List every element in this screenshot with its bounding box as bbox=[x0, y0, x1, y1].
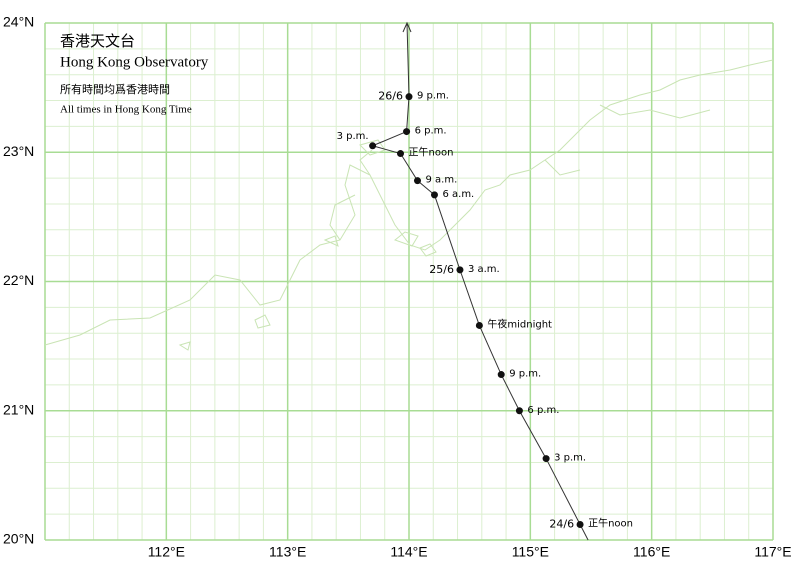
track-point bbox=[542, 455, 550, 463]
date-label: 25/6 bbox=[429, 263, 454, 276]
time-label: 6 p.m. bbox=[527, 405, 559, 416]
track-point bbox=[430, 191, 438, 199]
time-label: 3 p.m. bbox=[554, 453, 586, 464]
time-label: 正午noon bbox=[588, 516, 633, 529]
track-point bbox=[497, 371, 505, 379]
time-label: 午夜midnight bbox=[487, 317, 552, 330]
x-tick-label: 112°E bbox=[148, 544, 185, 560]
coastline bbox=[44, 59, 774, 346]
track-point bbox=[405, 93, 413, 101]
time-label: 9 p.m. bbox=[417, 91, 449, 102]
time-label: 9 a.m. bbox=[425, 175, 457, 186]
x-tick-label: 114°E bbox=[390, 544, 427, 560]
track-point bbox=[515, 407, 523, 415]
island bbox=[178, 139, 437, 351]
time-label: 6 a.m. bbox=[442, 189, 474, 200]
track-point bbox=[456, 266, 464, 274]
track-point bbox=[413, 177, 421, 185]
grid bbox=[44, 22, 774, 541]
time-label: 正午noon bbox=[409, 146, 454, 159]
y-tick-label: 24°N bbox=[3, 14, 34, 30]
y-tick-label: 20°N bbox=[3, 531, 34, 547]
date-label: 26/6 bbox=[378, 90, 403, 103]
arrow-head bbox=[402, 21, 412, 33]
track-point bbox=[369, 142, 377, 150]
track-line bbox=[371, 22, 589, 541]
track-point bbox=[475, 321, 483, 329]
x-tick-label: 115°E bbox=[512, 544, 549, 560]
track-point bbox=[403, 128, 411, 136]
track-point bbox=[397, 150, 405, 158]
title-en: Hong Kong Observatory bbox=[60, 54, 209, 70]
time-label: 6 p.m. bbox=[415, 126, 447, 137]
track-point bbox=[576, 520, 584, 528]
time-label: 3 a.m. bbox=[468, 264, 500, 275]
y-tick-label: 22°N bbox=[3, 272, 34, 288]
x-tick-label: 116°E bbox=[633, 544, 670, 560]
y-tick-label: 23°N bbox=[3, 143, 34, 159]
note-en: All times in Hong Kong Time bbox=[60, 104, 192, 116]
note-zh: 所有時間均爲香港時間 bbox=[60, 82, 170, 96]
x-tick-label: 113°E bbox=[269, 544, 306, 560]
time-label: 3 p.m. bbox=[337, 131, 369, 142]
track: 正午noon 24/6 3 p.m. 6 p.m. 9 p.m. 午夜midnight 3 … bbox=[337, 21, 633, 541]
x-tick-label: 117°E bbox=[754, 544, 791, 560]
date-label: 24/6 bbox=[549, 517, 574, 530]
river bbox=[329, 104, 711, 241]
title-zh: 香港天文台 bbox=[60, 33, 135, 50]
coastline bbox=[44, 59, 774, 351]
time-label: 9 p.m. bbox=[509, 369, 541, 380]
y-tick-label: 21°N bbox=[3, 401, 34, 417]
